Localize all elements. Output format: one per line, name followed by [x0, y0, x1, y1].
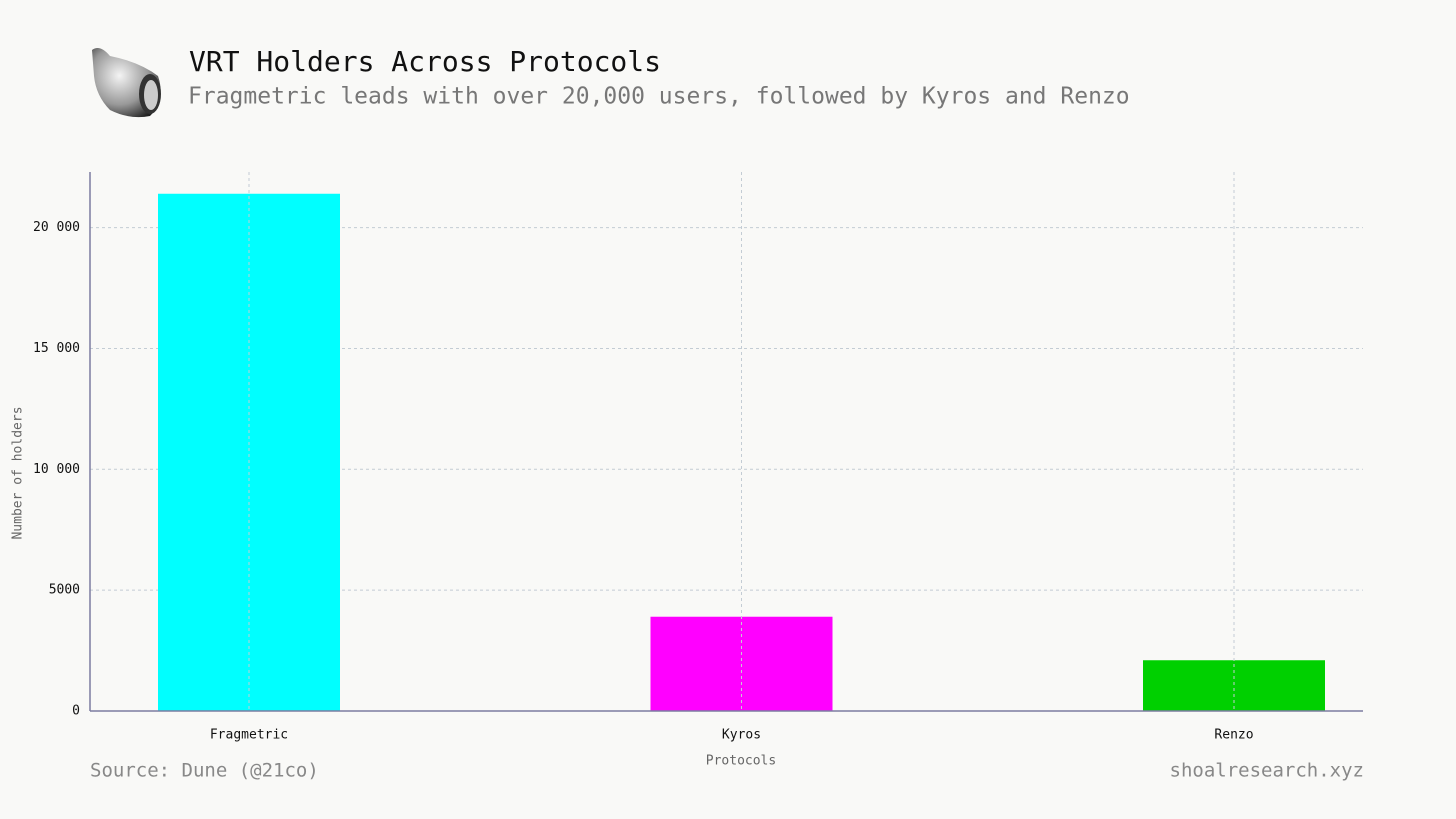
y-tick-label: 10 000 — [33, 462, 80, 477]
logo — [92, 48, 161, 118]
bar — [1143, 660, 1325, 711]
bar — [158, 193, 340, 711]
chart-title: VRT Holders Across Protocols — [189, 45, 661, 78]
y-tick-label: 5000 — [49, 583, 80, 598]
y-axis-label: Number of holders — [11, 406, 26, 539]
site: shoalresearch.xyz — [1170, 760, 1364, 782]
y-tick-label: 0 — [72, 704, 80, 719]
y-tick-label: 15 000 — [33, 341, 80, 356]
x-axis-label: Protocols — [706, 754, 776, 769]
x-tick-label: Kyros — [722, 728, 761, 743]
y-tick-label: 20 000 — [33, 220, 80, 235]
plot: 0 5000 10 000 15 000 20 000 Fragmetric Kyros Re… — [33, 172, 1363, 743]
chart-subtitle: Fragmetric leads with over 20,000 users,… — [188, 84, 1130, 110]
x-tick-label: Fragmetric — [210, 728, 288, 743]
x-tick-label: Renzo — [1214, 728, 1253, 743]
source: Source: Dune (@21co) — [90, 760, 319, 782]
